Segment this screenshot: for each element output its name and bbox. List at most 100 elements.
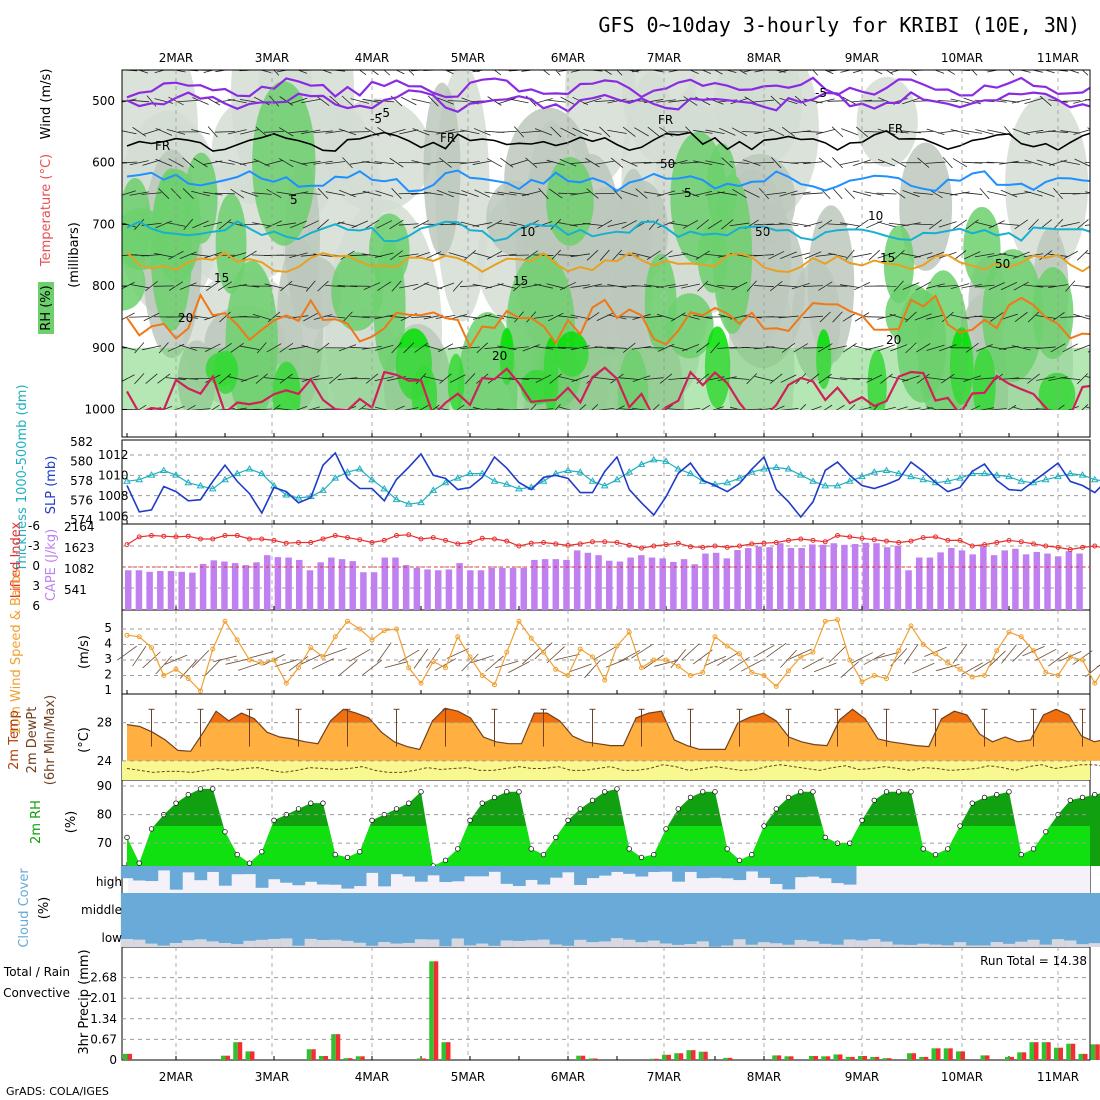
cloud-mid-bar <box>1027 893 1041 920</box>
thickness-point <box>1054 472 1062 480</box>
rh-point <box>565 817 571 823</box>
cloud-mid-bar <box>904 893 918 920</box>
wind-barb <box>668 222 688 227</box>
rh-point <box>712 789 718 795</box>
wind-barb <box>377 281 392 291</box>
precip-total-bar <box>845 1056 851 1060</box>
wind-barb <box>560 96 576 106</box>
rh-tick-label: 80 <box>97 808 112 822</box>
wind-barb <box>215 160 235 165</box>
precip-total-bar <box>907 1053 912 1060</box>
wind-speed-point <box>688 673 693 678</box>
wind-barb <box>472 406 487 410</box>
cape-bar <box>915 557 923 610</box>
wind-barb <box>656 161 676 164</box>
wind-barb <box>228 159 247 166</box>
cloud-low-gap <box>1039 944 1053 947</box>
wind-barb <box>411 192 431 195</box>
rh-point <box>357 849 363 855</box>
precip-conv-bar <box>1034 1042 1039 1060</box>
wind-barb <box>599 249 610 261</box>
cape-bar <box>766 547 773 610</box>
cloud-high-bar <box>304 866 318 882</box>
wind-barb <box>657 220 675 228</box>
thickness-point <box>784 465 793 472</box>
wind-barb <box>790 130 811 134</box>
pressure-tick-label: 800 <box>92 279 115 293</box>
cloud-low-bar <box>990 920 1004 947</box>
cloud-mid-bar <box>231 893 244 920</box>
cloud-low-bar <box>439 920 453 947</box>
wind-barb <box>521 130 542 133</box>
wind-barb <box>766 223 787 226</box>
thickness-point <box>956 474 964 481</box>
rh-point <box>773 806 779 812</box>
precip-total-bar <box>980 1055 985 1060</box>
wind-barb-10m <box>213 655 237 663</box>
cloud-mid-bar <box>1039 893 1053 920</box>
cloud-low-bar <box>708 920 722 947</box>
wind-barb <box>313 160 333 165</box>
wind-barb <box>251 192 272 195</box>
wind-barb <box>484 346 505 349</box>
wind-barb <box>122 312 135 321</box>
wind-barb <box>497 345 517 351</box>
wind-barb <box>620 190 639 197</box>
precip-tick-label: 2.68 <box>90 971 117 985</box>
lifted-index-point <box>455 541 461 547</box>
wind-barb <box>534 221 553 228</box>
cloud-low-bar <box>745 920 759 947</box>
wind-barb <box>926 283 945 289</box>
cloud-mid-bar <box>292 893 306 920</box>
wind-barb <box>154 253 174 258</box>
wind-barb <box>1081 404 1089 410</box>
wind-barb-10m <box>1096 664 1100 668</box>
wind-barb <box>643 377 664 380</box>
cloud-high-bar <box>316 866 330 885</box>
wind-barb <box>902 282 920 290</box>
wind-barb-10m <box>250 651 274 659</box>
wind-barb <box>926 251 945 259</box>
cape-bar <box>873 543 880 610</box>
thickness-point <box>404 500 413 507</box>
cloud-mid-bar <box>819 893 832 920</box>
rh-point <box>528 846 534 852</box>
lifted-index-point <box>1018 539 1024 545</box>
wind-barb-10m <box>323 648 347 657</box>
wind-barb <box>890 344 908 352</box>
cape-bar <box>584 552 592 610</box>
wind-barb <box>696 219 710 230</box>
thickness-point <box>490 477 499 484</box>
wind-barb <box>374 314 394 320</box>
wind-speed-point <box>945 660 951 666</box>
wind-speed-point <box>357 626 363 632</box>
cloud-low-gap <box>549 944 563 947</box>
temperature-contour <box>126 366 1090 410</box>
wind-barb <box>656 284 676 289</box>
thickness-point <box>282 491 291 498</box>
thickness-point <box>294 494 303 501</box>
wind-barb <box>142 128 161 135</box>
cape-bar <box>809 544 816 610</box>
contour-label: 15 <box>880 251 895 265</box>
wind-barb <box>810 406 822 410</box>
lifted-index-point <box>1031 541 1036 547</box>
cloud-mid-bar <box>427 893 440 920</box>
rh-point <box>185 791 191 798</box>
cloud-low-gap <box>806 941 820 947</box>
wind-barb <box>145 373 158 384</box>
temperature-label: Temperature (°C) <box>39 154 54 267</box>
thickness-point <box>1066 469 1075 477</box>
temp-tick-label: 24 <box>97 754 112 768</box>
lifted-index-point <box>296 540 301 545</box>
wind-barb <box>447 100 468 102</box>
rh-point <box>785 794 792 801</box>
wind-barb <box>987 191 1007 196</box>
wind-barb <box>877 221 896 228</box>
wind-barb <box>1027 373 1040 384</box>
wind-barb <box>350 191 370 196</box>
precip-total-bar <box>576 1055 581 1060</box>
cloud-low-bar <box>904 920 918 947</box>
contour-label: 10 <box>520 225 535 239</box>
